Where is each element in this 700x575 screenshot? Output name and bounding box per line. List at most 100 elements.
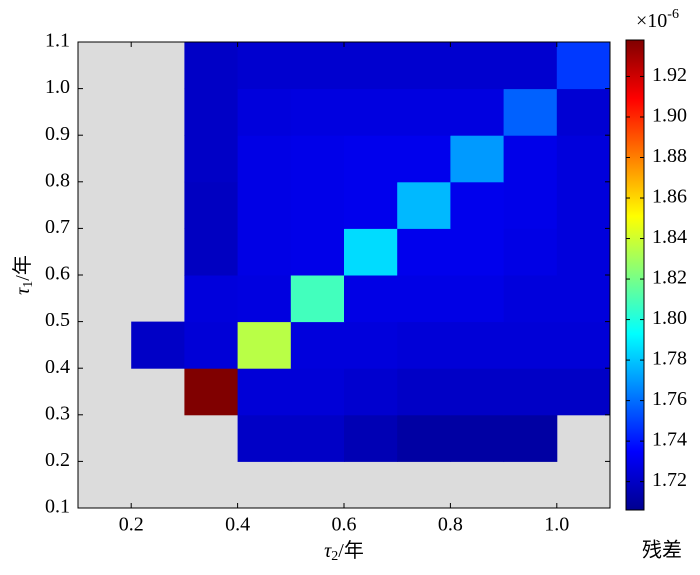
heat-cell xyxy=(503,135,558,183)
heat-cell xyxy=(556,228,611,276)
heat-cell xyxy=(237,368,292,416)
heat-cell xyxy=(131,321,185,369)
y-tick-label: 0.1 xyxy=(45,496,70,518)
heat-cell xyxy=(450,42,505,90)
heat-cell xyxy=(556,321,611,369)
heat-cell xyxy=(184,228,239,276)
y-tick-label: 0.2 xyxy=(45,449,70,471)
x-label-subscript: 2 xyxy=(331,549,338,564)
heat-cell xyxy=(450,181,505,229)
x-tick-label: 1.0 xyxy=(544,514,569,536)
heat-cell xyxy=(503,88,558,136)
heat-cell xyxy=(450,228,505,276)
heat-cell xyxy=(397,414,451,462)
heat-cell xyxy=(237,321,292,369)
y-tick-label: 1.1 xyxy=(45,30,70,52)
heat-cell xyxy=(397,42,451,90)
heat-cell xyxy=(503,368,558,416)
colorbar-tick-label: 1.78 xyxy=(652,348,687,370)
y-tick-label: 0.4 xyxy=(45,356,70,378)
colorbar-label: 残差 xyxy=(642,539,682,562)
heat-cell xyxy=(503,181,558,229)
heat-cell xyxy=(450,321,505,369)
heat-cell xyxy=(503,414,558,462)
heat-cell xyxy=(503,275,558,323)
heat-cell xyxy=(184,42,239,90)
y-tick-label: 0.7 xyxy=(45,216,70,238)
colorbar-tick-label: 1.90 xyxy=(652,105,687,127)
x-label-symbol: τ xyxy=(324,540,332,562)
y-label-symbol: τ xyxy=(12,287,34,295)
heat-cell xyxy=(397,228,451,276)
colorbar-tick-label: 1.82 xyxy=(652,267,687,289)
y-axis-label: τ1/年 xyxy=(11,255,37,295)
heat-cell xyxy=(237,181,292,229)
y-tick-label: 0.8 xyxy=(45,169,70,191)
heat-cell xyxy=(290,42,345,90)
heat-cell xyxy=(344,228,398,276)
colorbar-exponent: -6 xyxy=(667,7,679,22)
heat-cell xyxy=(290,368,345,416)
heat-cell xyxy=(290,88,345,136)
x-axis-label: τ2/年 xyxy=(324,539,364,565)
heat-cell xyxy=(290,181,345,229)
heat-cell xyxy=(344,181,398,229)
heat-cell xyxy=(344,42,398,90)
heat-cell xyxy=(237,135,292,183)
heat-cell xyxy=(503,228,558,276)
heat-cell xyxy=(397,321,451,369)
heat-cell xyxy=(556,135,611,183)
heat-cell xyxy=(344,88,398,136)
heat-cell xyxy=(184,368,239,416)
y-tick-label: 0.5 xyxy=(45,309,70,331)
heat-cell xyxy=(450,88,505,136)
y-tick-label: 0.3 xyxy=(45,402,70,424)
x-tick-label: 0.4 xyxy=(225,514,250,536)
heat-cell xyxy=(503,321,558,369)
heatmap xyxy=(78,42,611,508)
y-tick-label: 1.0 xyxy=(45,76,70,98)
colorbar-tick-label: 1.88 xyxy=(652,145,687,167)
heat-cell xyxy=(450,275,505,323)
heat-cell xyxy=(344,368,398,416)
heat-cell xyxy=(556,181,611,229)
x-tick-label: 0.2 xyxy=(119,514,144,536)
heat-cell xyxy=(237,88,292,136)
heat-cell xyxy=(184,181,239,229)
colorbar-tick-label: 1.80 xyxy=(652,307,687,329)
heat-cell xyxy=(397,181,451,229)
heat-cell xyxy=(184,135,239,183)
colorbar-multiplier: ×10-6 xyxy=(636,7,679,31)
heat-cell xyxy=(184,88,239,136)
y-tick-label: 0.6 xyxy=(45,263,70,285)
y-label-unit: /年 xyxy=(11,255,34,281)
heat-cell xyxy=(237,414,292,462)
y-tick-label: 0.9 xyxy=(45,123,70,145)
heat-cell xyxy=(237,228,292,276)
heat-cell xyxy=(397,88,451,136)
heat-cell xyxy=(397,135,451,183)
colorbar-tick-label: 1.86 xyxy=(652,186,687,208)
heat-cell xyxy=(290,414,345,462)
heat-cell xyxy=(450,368,505,416)
heat-cell xyxy=(556,88,611,136)
colorbar-tick-label: 1.84 xyxy=(652,226,687,248)
heat-cell xyxy=(290,228,345,276)
x-tick-label: 0.8 xyxy=(438,514,463,536)
colorbar-tick-label: 1.92 xyxy=(652,64,687,86)
heat-cell xyxy=(290,135,345,183)
heat-cell xyxy=(290,321,345,369)
x-label-unit: /年 xyxy=(338,539,364,562)
heat-cell xyxy=(397,275,451,323)
heat-cell xyxy=(556,368,611,416)
heat-cell xyxy=(344,275,398,323)
heat-cell xyxy=(450,414,505,462)
x-tick-label: 0.6 xyxy=(332,514,357,536)
heat-cell xyxy=(397,368,451,416)
colorbar-tick-label: 1.74 xyxy=(652,429,687,451)
colorbar-tick-label: 1.76 xyxy=(652,388,687,410)
heat-cell xyxy=(503,42,558,90)
heat-cell xyxy=(237,42,292,90)
